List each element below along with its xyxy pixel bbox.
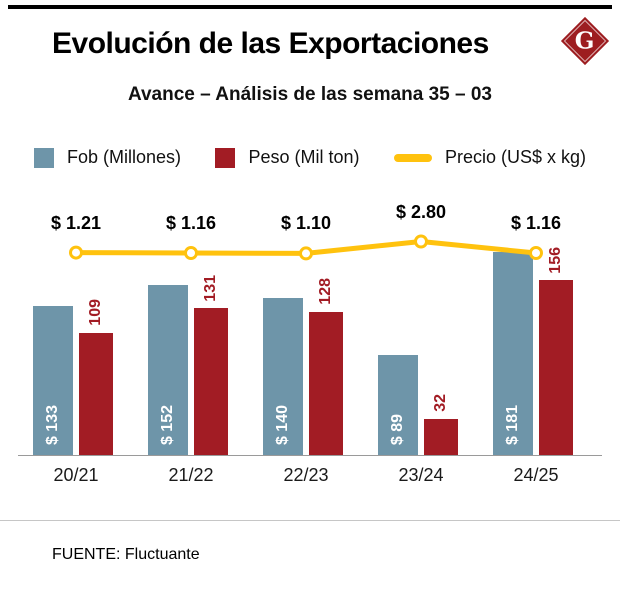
legend-label-precio: Precio (US$ x kg) (444, 147, 586, 167)
fob-value-label: $ 152 (159, 404, 176, 445)
logo-letter: G (575, 27, 595, 55)
price-point (299, 246, 313, 261)
x-axis-label: 23/24 (398, 465, 444, 485)
price-point (69, 245, 83, 260)
fob-value-label: $ 133 (44, 404, 61, 445)
legend-item-precio: Precio (US$ x kg) (393, 147, 586, 168)
fob-bar (378, 355, 418, 455)
fob-swatch-icon (34, 147, 54, 168)
peso-bar (539, 280, 573, 455)
chart-subtitle: Avance – Análisis de las semana 35 – 03 (127, 84, 493, 105)
peso-swatch-icon (215, 147, 236, 168)
logo-diamond-icon: G (560, 16, 610, 66)
precio-swatch-icon (393, 153, 432, 162)
fob-value-label: $ 89 (389, 413, 406, 445)
top-rule (8, 5, 612, 9)
price-label: $ 1.10 (280, 213, 332, 234)
price-label: $ 1.16 (165, 213, 217, 233)
x-axis-label: 24/25 (513, 465, 559, 485)
x-axis-label: 21/22 (168, 465, 214, 485)
chart: $ 133 109 20/21 $ 1.21 $ 152 131 21/22 $ 1.16 $ … (0, 190, 620, 500)
fob-bar (148, 284, 188, 455)
legend-item-fob: Fob (Millones) (34, 147, 181, 168)
price-label: $ 2.80 (395, 201, 447, 222)
fob-bar (33, 306, 73, 455)
footer-divider (0, 520, 620, 521)
legend: Fob (Millones) Peso (Mil ton) Precio (US… (34, 147, 586, 168)
x-axis-label: 20/21 (53, 465, 99, 485)
peso-value-label: 128 (317, 277, 334, 305)
fob-value-label: $ 140 (274, 404, 291, 445)
peso-value-label: 156 (547, 246, 564, 274)
peso-bar (424, 419, 458, 455)
x-axis-label: 22/23 (283, 465, 329, 485)
page-title: Evolución de las Exportaciones (52, 27, 489, 60)
legend-label-peso: Peso (Mil ton) (248, 147, 360, 167)
peso-bar (309, 311, 343, 455)
price-point (184, 246, 198, 260)
brand-logo: G (560, 16, 610, 66)
legend-label-fob: Fob (Millones) (67, 147, 182, 167)
price-label: $ 1.16 (510, 213, 562, 233)
legend-item-peso: Peso (Mil ton) (215, 147, 360, 168)
peso-bar (194, 308, 228, 455)
peso-bar (79, 332, 113, 455)
x-axis-line (18, 455, 602, 456)
price-point (414, 234, 428, 249)
peso-value-label: 32 (432, 394, 449, 413)
fob-bar (493, 252, 533, 455)
source-text: FUENTE: Fluctuante (52, 546, 200, 563)
fob-bar (263, 298, 303, 455)
peso-value-label: 131 (202, 274, 219, 302)
fob-value-label: $ 181 (504, 404, 521, 445)
peso-value-label: 109 (87, 299, 104, 326)
price-label: $ 1.21 (50, 212, 102, 233)
